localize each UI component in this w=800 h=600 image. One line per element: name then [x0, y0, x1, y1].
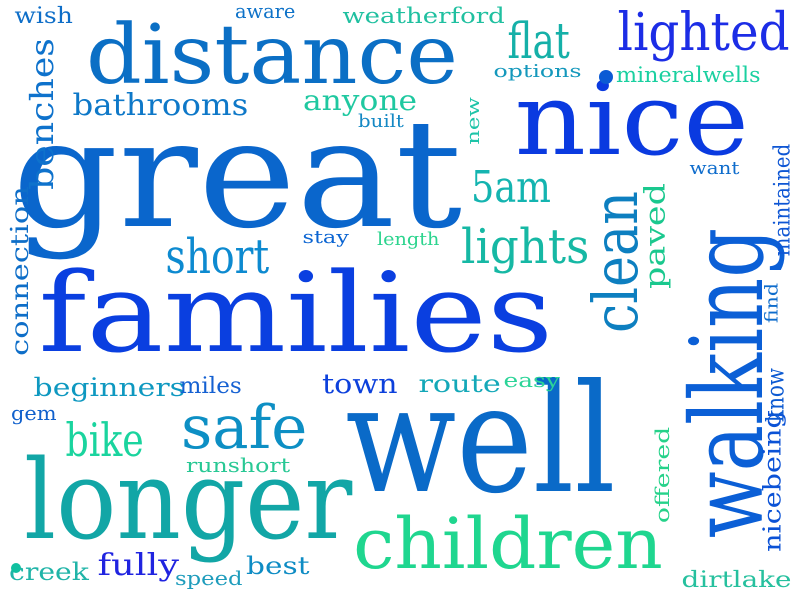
word-town: town — [322, 368, 398, 400]
word-connection: connection — [5, 186, 34, 356]
word-wish: wish — [13, 4, 73, 29]
word-lighted: lighted — [616, 3, 790, 63]
word-flat: flat — [507, 12, 570, 70]
word-children: children — [353, 503, 663, 585]
word-length: length — [376, 229, 440, 250]
word-offered: offered — [650, 426, 675, 524]
word-fully: fully — [97, 548, 179, 583]
word-lights: lights — [461, 219, 590, 275]
word-miles: miles — [178, 374, 242, 399]
word-want: want — [689, 158, 739, 179]
word-find: find — [761, 282, 783, 324]
word-weatherford: weatherford — [341, 3, 505, 28]
word-gem: gem — [11, 401, 57, 425]
word-best: best — [246, 552, 310, 580]
word-beginners: beginners — [33, 372, 185, 402]
word-runshort: runshort — [185, 453, 291, 477]
word-safe: safe — [181, 393, 308, 463]
cloud-dot-1 — [599, 70, 613, 84]
word-built: built — [358, 111, 404, 132]
word-creek: creek — [9, 558, 89, 586]
word-longer: longer — [24, 436, 353, 564]
word-maintained: maintained — [770, 143, 796, 257]
word-nice: nice — [514, 61, 750, 178]
word-options: options — [493, 61, 582, 82]
word-short: short — [164, 229, 269, 285]
word-bathrooms: bathrooms — [71, 88, 248, 123]
word-great: great — [12, 88, 463, 262]
word-easy: easy — [502, 368, 560, 392]
word-paved: paved — [637, 183, 671, 289]
word-know: know — [761, 367, 789, 423]
word-bike: bike — [65, 413, 144, 467]
cloud-dot-2 — [11, 563, 21, 573]
word-new: new — [462, 97, 484, 145]
word-anyone: anyone — [302, 84, 418, 117]
word-well: well — [344, 353, 616, 527]
word-families: families — [38, 249, 554, 377]
word-dirtlake: dirtlake — [681, 568, 791, 593]
word-mineralwells: mineralwells — [615, 62, 761, 87]
word-benches: benches — [22, 38, 61, 190]
word-aware: aware — [234, 0, 296, 23]
word-distance: distance — [85, 8, 458, 103]
word-5am: 5am — [471, 162, 551, 213]
word-nicebeing: nicebeing — [757, 410, 786, 552]
word-stay: stay — [301, 227, 349, 248]
word-speed: speed — [175, 566, 243, 590]
word-route: route — [417, 370, 501, 398]
